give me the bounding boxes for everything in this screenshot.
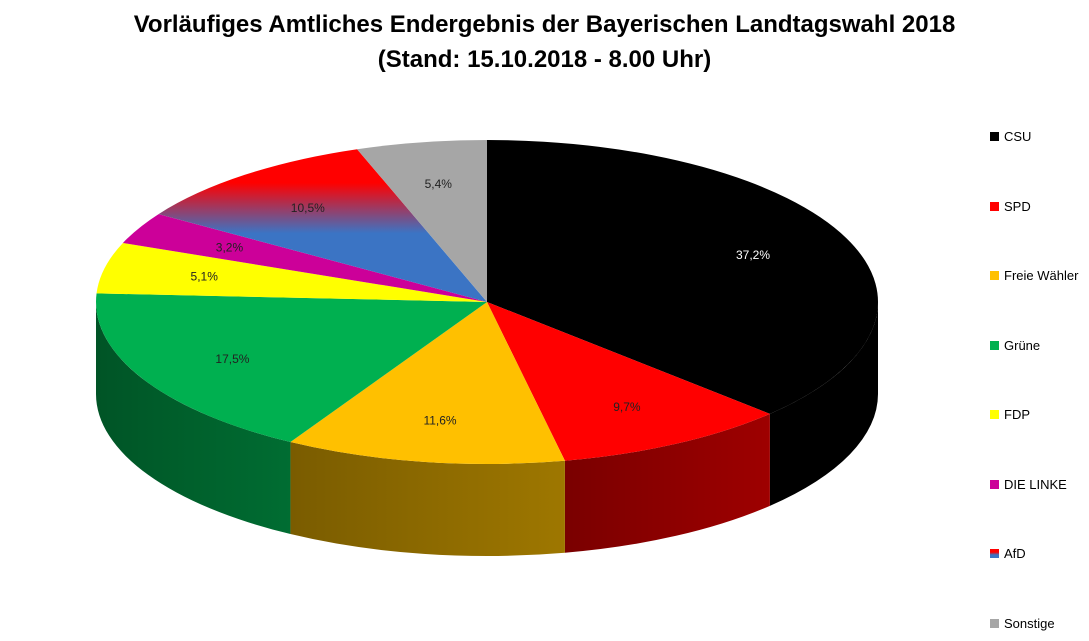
pie-slice-die-linke [122, 214, 487, 302]
pie-side-gruene [96, 302, 291, 535]
pie-side-layer [96, 302, 878, 556]
legend-label-csu: CSU [1004, 129, 1032, 144]
pie-slice-spd [487, 302, 770, 461]
pie-slice-gruene [95, 293, 487, 443]
data-label-spd: 9,7% [613, 400, 641, 414]
chart-subtitle: (Stand: 15.10.2018 - 8.00 Uhr) [377, 46, 712, 73]
pie-slice-sonstige [357, 140, 487, 302]
pie-top-layer [95, 140, 878, 465]
data-label-csu: 37,2% [736, 248, 770, 262]
data-label-gruene: 17,5% [215, 352, 249, 366]
legend-label-afd: AfD [1004, 546, 1026, 561]
pie-side-freie-waehler [290, 442, 565, 556]
data-label-sonstige: 5,4% [425, 177, 453, 191]
legend-swatch-sonstige [990, 618, 999, 628]
pie-label-layer: 37,2% 9,7% 11,6% 17,5% 5,1% 3,2% 10,5% 5,4% [191, 177, 771, 427]
data-label-freie-waehler: 11,6% [423, 413, 456, 427]
legend-swatch-fdp [990, 410, 999, 419]
legend-label-gruene: Grüne [1004, 337, 1041, 353]
legend-label-fdp: FDP [1004, 407, 1030, 422]
data-label-afd: 10,5% [291, 201, 325, 215]
legend-label-spd: SPD [1004, 198, 1031, 214]
legend-label-freie-waehler: Freie Wähler [1004, 268, 1079, 283]
legend-swatch-freie-waehler [990, 271, 999, 280]
legend-label-die-linke: DIE LINKE [1004, 476, 1067, 492]
pie-slice-csu [487, 140, 878, 414]
pie-slice-afd [158, 149, 487, 302]
legend-swatch-csu [990, 132, 999, 141]
pie-slice-freie-waehler [290, 302, 565, 465]
legend-swatch-spd [990, 201, 999, 211]
pie-side-csu [769, 302, 878, 506]
pie-side-spd [564, 413, 770, 553]
legend-swatch-die-linke [990, 479, 999, 489]
chart-title: Vorläufiges Amtliches Endergebnis der Ba… [133, 11, 956, 38]
legend-swatch-afd [990, 549, 999, 558]
legend-swatch-gruene [990, 340, 999, 350]
pie-slice-fdp [96, 242, 488, 302]
data-label-die-linke: 3,2% [216, 240, 244, 254]
legend-label-sonstige: Sonstige [1004, 615, 1055, 631]
data-label-fdp: 5,1% [191, 270, 219, 284]
